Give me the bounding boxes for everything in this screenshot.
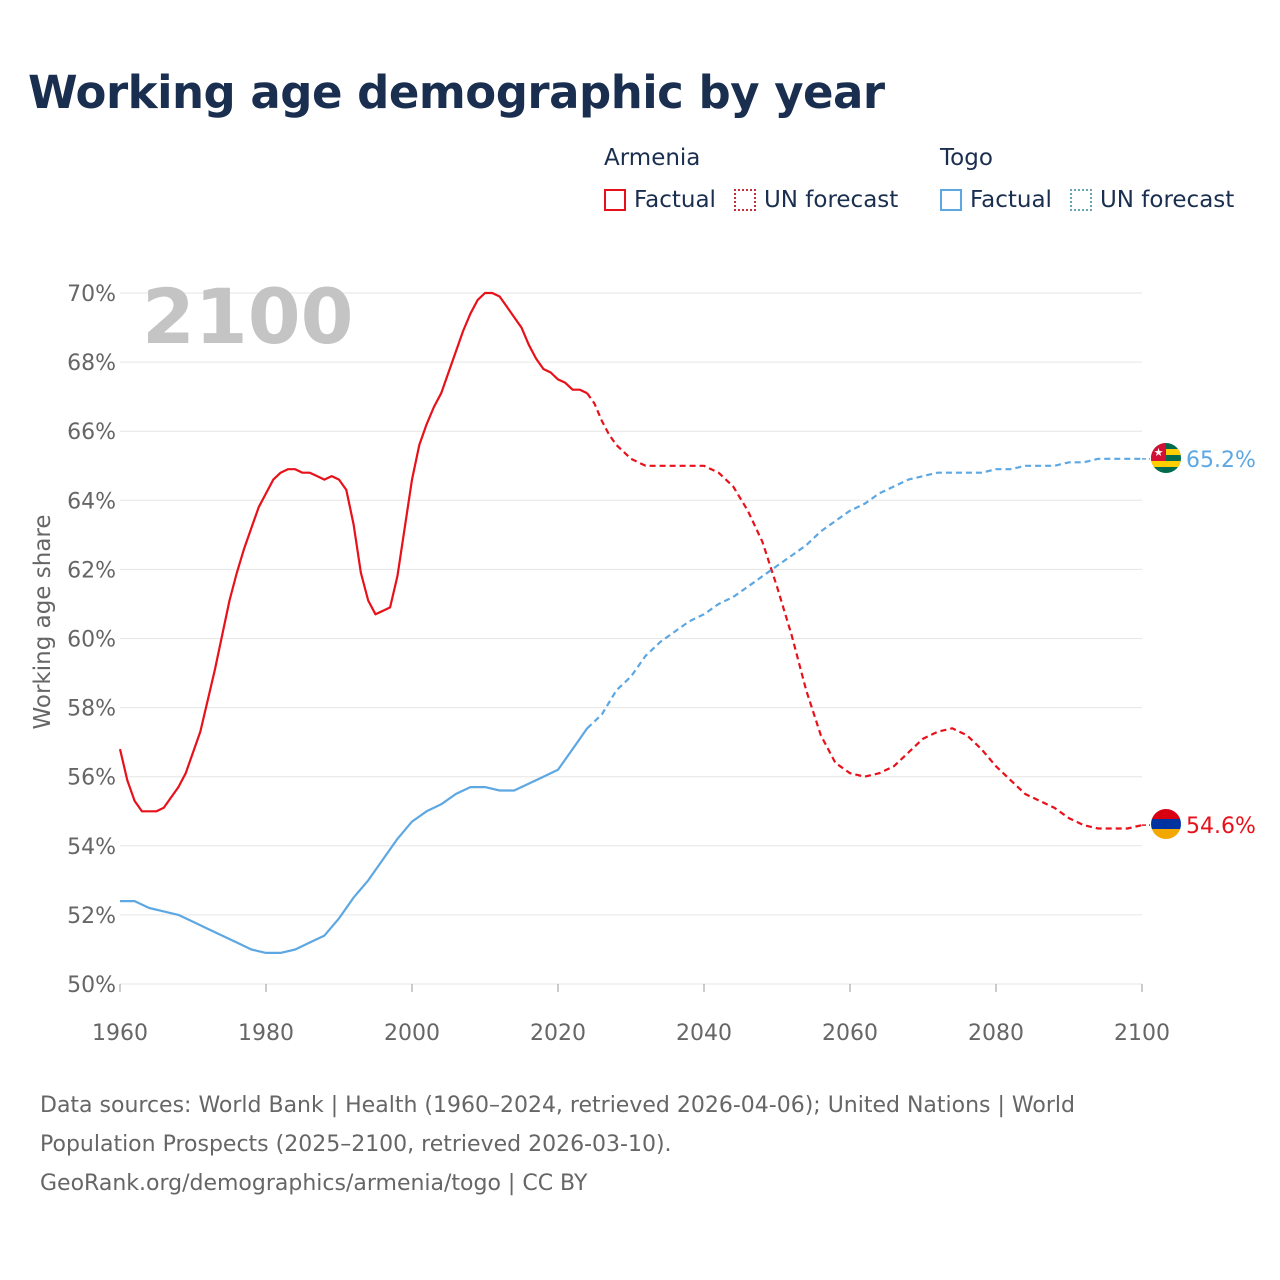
x-tick-label: 2040 [676,1021,732,1046]
legend-swatch-armenia-forecast [733,189,756,211]
footer: Data sources: World Bank | Health (1960–… [40,1086,1240,1203]
legend-armenia: Armenia Factual UN forecast [604,145,916,213]
y-tick-label: 60% [67,628,116,653]
legend-armenia-forecast[interactable]: UN forecast [733,187,899,213]
legend-swatch-togo-factual [940,189,962,211]
y-tick-label: 62% [67,558,116,583]
legend-togo: Togo Factual UN forecast [940,145,1252,213]
end-label-armenia: 54.6% [1186,814,1256,839]
legend-togo-title: Togo [940,145,993,171]
legend-armenia-factual-label: Factual [634,187,716,213]
x-axis-ticks: 1960 1980 2000 2020 2040 2060 2080 2100 [92,984,1170,1046]
x-tick-label: 2000 [384,1021,440,1046]
legend-swatch-armenia-factual [604,189,626,211]
series-lines [118,291,1143,954]
x-tick-label: 2080 [968,1021,1024,1046]
y-tick-label: 52% [67,904,116,929]
x-tick-label: 2020 [530,1021,586,1046]
line-chart: 50%52%54%56%58%60%62%64%66%68%70% 1960 19… [30,272,1256,1046]
x-tick-label: 2060 [822,1021,878,1046]
legend-togo-forecast-label: UN forecast [1099,187,1235,213]
legend-armenia-forecast-label: UN forecast [763,187,899,213]
series-line-armenia-factual [118,291,588,813]
y-tick-label: 66% [67,420,116,445]
legend-armenia-factual[interactable]: Factual [604,187,716,213]
y-tick-label: 64% [67,489,116,514]
x-tick-label: 1980 [238,1021,294,1046]
y-tick-label: 54% [67,835,116,860]
grid-lines [120,292,1142,985]
armenia-flag-icon [1151,809,1181,839]
legend-togo-factual-label: Factual [970,187,1052,213]
y-tick-label: 58% [67,697,116,722]
footer-attribution[interactable]: GeoRank.org/demographics/armenia/togo | … [40,1171,588,1196]
series-line-armenia-forecast [586,392,1143,830]
footer-sources-line-2: Population Prospects (2025–2100, retriev… [40,1132,672,1157]
series-line-togo-forecast [586,457,1142,730]
legend-togo-forecast[interactable]: UN forecast [1069,187,1235,213]
end-label-togo: 65.2% [1186,448,1256,473]
legend-swatch-togo-forecast [1069,189,1092,211]
year-watermark: 2100 [142,272,354,361]
footer-sources-line-1: Data sources: World Bank | Health (1960–… [40,1093,1075,1118]
svg-text:★: ★ [1154,446,1164,459]
series-line-togo-factual [120,727,589,954]
y-axis-label: Working age share [30,514,56,729]
togo-flag-icon: ★ [1151,443,1181,473]
x-tick-label: 2100 [1114,1021,1170,1046]
y-tick-label: 50% [67,973,116,998]
x-tick-label: 1960 [92,1021,148,1046]
y-tick-label: 70% [67,282,116,307]
end-markers: ★ 54.6% 65.2% [1142,443,1256,839]
legend-armenia-title: Armenia [604,145,701,171]
legend-togo-factual[interactable]: Factual [940,187,1052,213]
y-axis-ticks: 50% 52% 54% 56% 58% 60% 62% 64% 66% 68% 70% [67,282,116,998]
y-tick-label: 68% [67,351,116,376]
y-tick-label: 56% [67,766,116,791]
chart-title: Working age demographic by year [28,66,885,119]
